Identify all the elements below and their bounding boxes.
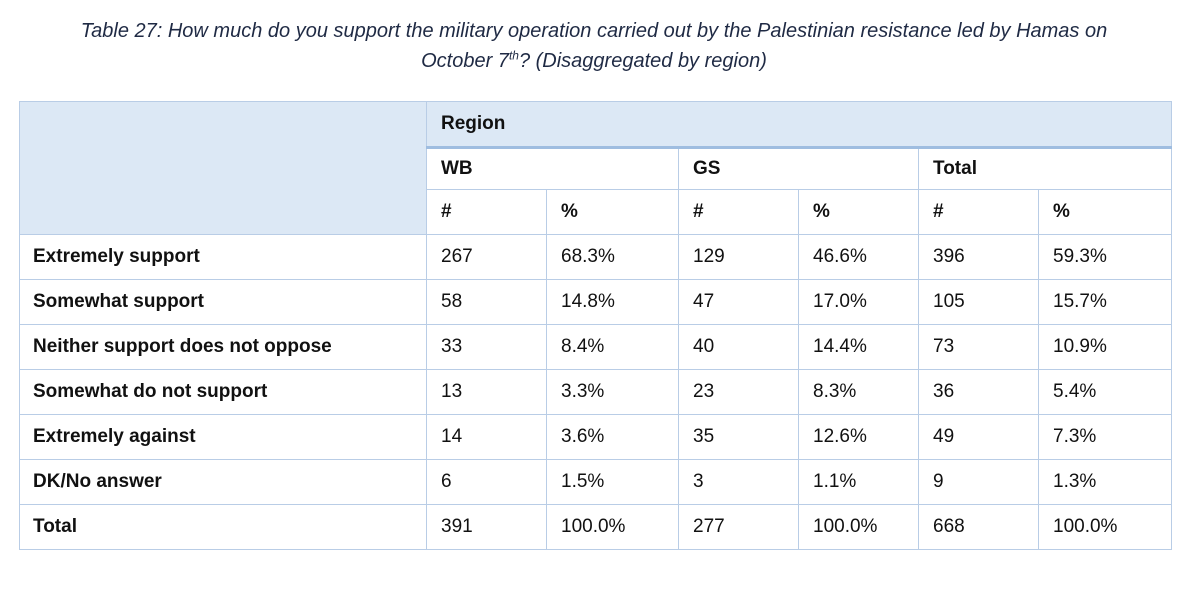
subheader-total-count: #	[918, 189, 1039, 235]
caption-line-2: October 7th? (Disaggregated by region)	[0, 46, 1188, 76]
table-cell: 10.9%	[1037, 324, 1173, 370]
group-header-wb: WB	[426, 147, 679, 190]
table-cell: 23	[678, 369, 799, 415]
data-table: Region WB GS Total # % # % # % Extremely…	[19, 101, 1173, 550]
table-cell: 13	[426, 369, 547, 415]
subheader-gs-count: #	[678, 189, 799, 235]
table-cell: 105	[918, 279, 1039, 325]
subheader-wb-percent: %	[546, 189, 679, 235]
table-row: Somewhat support 58 14.8% 47 17.0% 105 1…	[19, 279, 1173, 325]
table-cell: 12.6%	[798, 414, 919, 460]
row-label: DK/No answer	[19, 459, 427, 505]
table-cell: 59.3%	[1037, 234, 1173, 280]
row-label: Neither support does not oppose	[19, 324, 427, 370]
table-row: DK/No answer 6 1.5% 3 1.1% 9 1.3%	[19, 459, 1173, 505]
table-cell: 9	[918, 459, 1039, 505]
region-header: Region	[425, 101, 1173, 149]
table-cell: 396	[918, 234, 1039, 280]
row-label: Total	[19, 504, 427, 550]
table-cell: 15.7%	[1037, 279, 1173, 325]
header-corner-cell	[19, 101, 427, 235]
table-cell: 6	[426, 459, 547, 505]
caption-superscript: th	[508, 48, 519, 63]
row-label: Somewhat do not support	[19, 369, 427, 415]
table-cell: 14	[426, 414, 547, 460]
table-cell: 36	[918, 369, 1039, 415]
table-cell: 668	[918, 504, 1039, 550]
table-cell: 58	[426, 279, 547, 325]
table-cell: 35	[678, 414, 799, 460]
table-cell: 8.4%	[546, 324, 679, 370]
table-cell: 8.3%	[798, 369, 919, 415]
table-cell: 17.0%	[798, 279, 919, 325]
table-cell: 1.3%	[1037, 459, 1173, 505]
group-header-gs: GS	[678, 147, 919, 190]
table-cell: 1.5%	[546, 459, 679, 505]
table-cell: 277	[678, 504, 799, 550]
table-caption: Table 27: How much do you support the mi…	[0, 16, 1188, 76]
table-cell: 3.6%	[546, 414, 679, 460]
caption-line-2-prefix: October 7	[421, 50, 509, 72]
group-header-row: WB GS Total	[20, 147, 1173, 190]
table-cell: 7.3%	[1037, 414, 1173, 460]
table-cell: 49	[918, 414, 1039, 460]
table-cell: 100.0%	[1037, 504, 1173, 550]
row-label: Extremely against	[19, 414, 427, 460]
table-cell: 100.0%	[546, 504, 679, 550]
table-cell: 1.1%	[798, 459, 919, 505]
table-cell: 33	[426, 324, 547, 370]
table-cell: 5.4%	[1037, 369, 1173, 415]
subheader-row: # % # % # %	[20, 189, 1173, 235]
table-cell: 3.3%	[546, 369, 679, 415]
region-header-row: Region	[19, 101, 1173, 235]
table-cell: 14.8%	[546, 279, 679, 325]
row-label: Extremely support	[19, 234, 427, 280]
table-cell: 68.3%	[546, 234, 679, 280]
subheader-total-percent: %	[1037, 189, 1173, 235]
caption-line-1: Table 27: How much do you support the mi…	[80, 20, 1108, 42]
table-cell: 46.6%	[798, 234, 919, 280]
table-cell: 391	[426, 504, 547, 550]
caption-line-2-suffix: ? (Disaggregated by region)	[518, 50, 767, 72]
table-cell: 129	[678, 234, 799, 280]
table-row: Neither support does not oppose 33 8.4% …	[19, 324, 1173, 370]
table-cell: 40	[678, 324, 799, 370]
table-cell: 267	[426, 234, 547, 280]
subheader-gs-percent: %	[798, 189, 919, 235]
table-row: Extremely support 267 68.3% 129 46.6% 39…	[19, 234, 1173, 280]
table-row: Extremely against 14 3.6% 35 12.6% 49 7.…	[19, 414, 1173, 460]
table-cell: 47	[678, 279, 799, 325]
table-row: Somewhat do not support 13 3.3% 23 8.3% …	[19, 369, 1173, 415]
table-cell: 3	[678, 459, 799, 505]
table-cell: 100.0%	[798, 504, 919, 550]
group-header-total: Total	[917, 147, 1173, 190]
table-row-total: Total 391 100.0% 277 100.0% 668 100.0%	[19, 504, 1173, 550]
subheader-wb-count: #	[426, 189, 547, 235]
table-cell: 14.4%	[798, 324, 919, 370]
row-label: Somewhat support	[19, 279, 427, 325]
table-cell: 73	[918, 324, 1039, 370]
